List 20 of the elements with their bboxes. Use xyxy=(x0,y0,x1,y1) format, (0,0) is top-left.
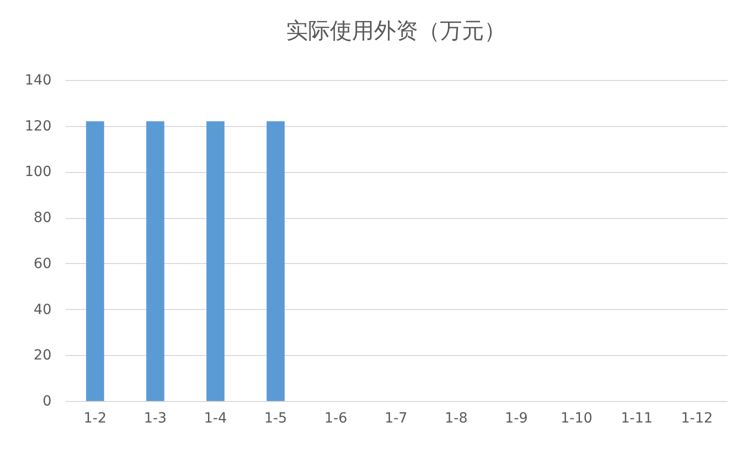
y-tick-label: 40 xyxy=(34,302,52,318)
y-tick-label: 140 xyxy=(24,72,52,88)
x-tick-label: 1-6 xyxy=(324,410,348,426)
y-tick-label: 20 xyxy=(34,348,52,364)
x-tick-label: 1-11 xyxy=(620,410,653,426)
y-tick-label: 0 xyxy=(42,394,52,410)
x-tick-label: 1-10 xyxy=(560,410,592,426)
y-tick-label: 60 xyxy=(34,256,52,272)
y-tick-label: 100 xyxy=(24,164,52,180)
x-tick-label: 1-8 xyxy=(444,410,468,426)
x-tick-label: 1-9 xyxy=(504,410,528,426)
x-tick-label: 1-2 xyxy=(84,410,107,426)
x-tick-label: 1-3 xyxy=(144,410,167,426)
x-tick-label: 1-7 xyxy=(384,410,408,426)
chart-title: 实际使用外资（万元） xyxy=(286,19,506,44)
y-tick-label: 80 xyxy=(34,210,52,226)
x-tick-label: 1-12 xyxy=(681,410,713,426)
x-tick-label: 1-5 xyxy=(264,410,288,426)
x-tick-label: 1-4 xyxy=(204,410,227,426)
y-tick-label: 120 xyxy=(24,118,52,134)
